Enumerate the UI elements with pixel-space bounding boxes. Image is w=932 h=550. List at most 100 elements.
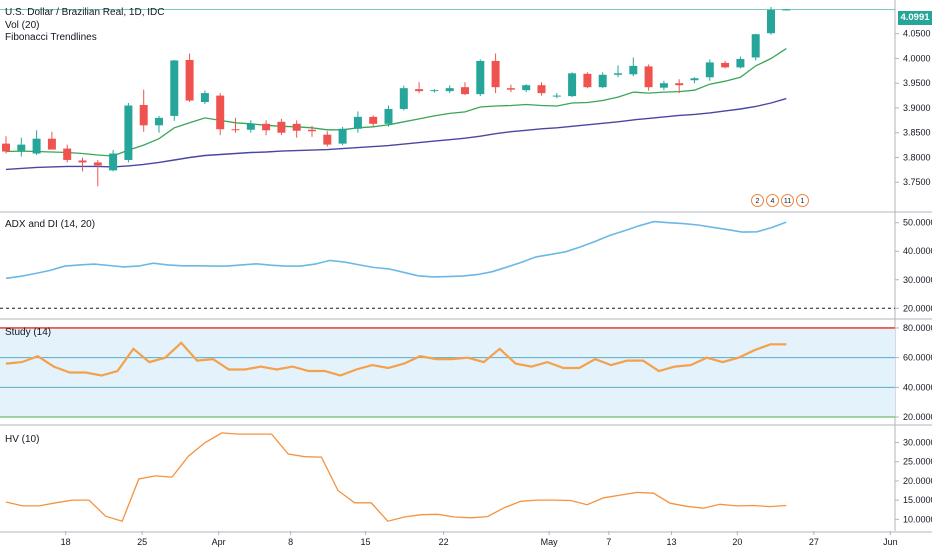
price-axis-label: 20.0000: [903, 412, 932, 422]
candle-body-down: [308, 129, 316, 132]
candle-body-up: [17, 144, 26, 151]
candle-body-up: [445, 88, 454, 92]
study-line: [5, 341, 787, 377]
candle-body-up: [32, 138, 41, 154]
time-axis-label: Apr: [212, 537, 226, 547]
candle-body-up: [690, 78, 699, 81]
price-axis-label: 40.0000: [903, 246, 932, 256]
volume-legend[interactable]: Vol (20): [5, 20, 40, 31]
candle-body-down: [323, 134, 332, 145]
candle-body-down: [537, 85, 546, 94]
price-axis-label: 30.0000: [903, 275, 932, 285]
candle-body-down: [644, 66, 653, 88]
candle-body-up: [109, 153, 118, 171]
event-badge-icon[interactable]: 1: [796, 194, 809, 207]
candle-body-down: [262, 123, 271, 131]
price-axis[interactable]: 4.0500 4.0000 3.9500 3.9000 3.8500 3.8000 3.75…: [895, 29, 932, 525]
adx-legend[interactable]: ADX and DI (14, 20): [5, 219, 96, 230]
price-axis-label: 4.0000: [903, 53, 931, 63]
panel-separators: [0, 0, 932, 533]
candle-body-down: [415, 89, 424, 92]
candle-body-up: [522, 85, 531, 91]
event-badge-icon[interactable]: 11: [781, 194, 794, 207]
candle-body-down: [2, 143, 10, 152]
price-axis-label: 40.0000: [903, 382, 932, 392]
candle-body-up: [246, 123, 255, 130]
slow-moving-average-line: [5, 97, 787, 171]
price-axis-label: 50.0000: [903, 218, 932, 228]
price-axis-label: 3.9000: [903, 103, 931, 113]
hv-line: [5, 432, 787, 522]
candle-body-down: [231, 129, 240, 131]
price-axis-label: 10.0000: [903, 514, 932, 524]
candle-body-up: [200, 93, 209, 103]
candle-body-up: [155, 117, 163, 126]
main-price-panel[interactable]: [0, 6, 895, 187]
candle-body-down: [78, 160, 87, 163]
candle-body-up: [736, 58, 745, 68]
time-axis-label: 22: [439, 537, 449, 547]
adx-panel[interactable]: [0, 220, 895, 309]
time-axis[interactable]: 18 25 Apr 8 15 22 May 7 13 20 27 Jun: [61, 531, 898, 547]
candle-body-down: [185, 59, 194, 101]
candle-body-up: [552, 95, 561, 97]
candle-body-down: [93, 162, 102, 166]
time-axis-label: 13: [667, 537, 677, 547]
price-axis-label: 3.8500: [903, 128, 931, 138]
price-axis-label: 4.0500: [903, 29, 931, 39]
time-axis-label: 15: [361, 537, 371, 547]
time-axis-label: 8: [288, 537, 293, 547]
price-axis-label: 15.0000: [903, 495, 932, 505]
time-axis-label: May: [541, 537, 559, 547]
hv-panel[interactable]: [5, 432, 787, 522]
candle-body-down: [491, 60, 500, 88]
study-legend[interactable]: Study (14): [5, 327, 52, 338]
price-axis-label: 20.0000: [903, 303, 932, 313]
price-axis-label: 20.0000: [903, 476, 932, 486]
candle-body-up: [705, 62, 714, 78]
candle-body-up: [568, 73, 577, 97]
price-axis-label: 3.7500: [903, 177, 931, 187]
candle-body-down: [216, 95, 225, 130]
time-axis-label: 27: [809, 537, 819, 547]
hv-legend[interactable]: HV (10): [5, 434, 40, 445]
time-axis-label: 25: [137, 537, 147, 547]
price-axis-label: 3.9500: [903, 78, 931, 88]
event-badge-icon[interactable]: 4: [766, 194, 779, 207]
candle-body-up: [614, 73, 622, 75]
study-band-fill: [0, 327, 895, 418]
candle-body-up: [384, 108, 393, 124]
candle-body-down: [63, 148, 72, 160]
candle-body-down: [292, 123, 301, 131]
fast-moving-average-line: [5, 48, 787, 157]
price-axis-label: 80.0000: [903, 323, 932, 333]
candle-body-up: [629, 65, 638, 75]
candle-body-up: [430, 90, 439, 92]
price-axis-label: 3.8000: [903, 152, 931, 162]
candle-body-down: [675, 83, 684, 86]
price-axis-label: 60.0000: [903, 353, 932, 363]
candle-body-up: [338, 128, 347, 144]
symbol-legend[interactable]: U.S. Dollar / Brazilian Real, 1D, IDC: [5, 7, 165, 18]
candle-body-down: [369, 116, 378, 124]
price-axis-label: 25.0000: [903, 457, 932, 467]
candle-body-up: [399, 88, 408, 109]
candle-body-down: [47, 138, 56, 150]
candle-body-down: [583, 73, 592, 88]
time-axis-label: 20: [732, 537, 742, 547]
study-band: [0, 327, 895, 418]
event-badge-icon[interactable]: 2: [751, 194, 764, 207]
time-axis-label: 18: [61, 537, 71, 547]
candle-body-down: [461, 87, 469, 95]
candle-body-up: [170, 60, 179, 116]
fibonacci-legend[interactable]: Fibonacci Trendlines: [5, 32, 97, 43]
candle-body-up: [659, 83, 668, 88]
candle-body-up: [767, 9, 775, 34]
study-panel[interactable]: [0, 327, 895, 418]
time-axis-label: 7: [606, 537, 611, 547]
candle-body-down: [277, 121, 286, 133]
candle-body-up: [751, 34, 760, 58]
adx-line: [5, 220, 787, 280]
